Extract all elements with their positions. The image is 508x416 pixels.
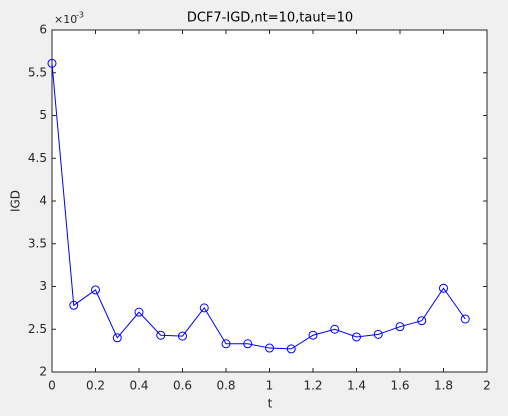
y-tick-label: 5 [39, 108, 47, 122]
data-point [112, 333, 122, 343]
data-point [91, 285, 100, 295]
y-tick-label: 2 [39, 365, 47, 379]
x-tick-label: 0.4 [129, 379, 148, 393]
x-tick-label: 1.8 [434, 379, 453, 393]
data-point [373, 329, 383, 339]
y-exponent: -3 [76, 11, 84, 20]
data-point [395, 322, 405, 332]
x-tick-label: 0.2 [86, 379, 105, 393]
data-point [286, 344, 296, 354]
data-point [352, 332, 361, 342]
data-point [265, 343, 274, 353]
data-point [460, 314, 470, 324]
data-point [243, 339, 253, 349]
plot-area [52, 30, 487, 372]
x-tick-label: 0.6 [173, 379, 192, 393]
data-point [47, 58, 57, 68]
y-multiplier: ×10 [54, 13, 77, 26]
x-tick-label: 1.2 [303, 379, 322, 393]
y-tick-label: 6 [39, 23, 47, 37]
data-point [308, 330, 318, 340]
y-tick-label: 5.5 [28, 65, 47, 79]
data-point [221, 339, 231, 349]
x-tick-label: 1 [266, 379, 274, 393]
x-axis-label: t [268, 397, 273, 411]
y-axis-label: IGD [9, 190, 23, 212]
axes-box [51, 29, 488, 373]
y-tick-label: 2.5 [28, 322, 47, 336]
data-point [330, 324, 340, 334]
x-tick-label: 1.4 [347, 379, 366, 393]
x-tick-label: 0.8 [216, 379, 235, 393]
data-point [199, 303, 209, 313]
chart-title: DCF7-IGD,nt=10,taut=10 [187, 11, 353, 26]
data-point [439, 283, 448, 293]
y-tick-label: 4 [39, 194, 47, 208]
x-tick-label: 0 [48, 379, 56, 393]
data-point [69, 300, 79, 310]
data-point [178, 331, 187, 341]
y-tick-label: 4.5 [28, 151, 47, 165]
data-point [417, 316, 427, 326]
data-point [156, 330, 166, 340]
data-point [134, 307, 144, 317]
y-tick-label: 3 [39, 279, 47, 293]
y-tick-label: 3.5 [28, 236, 47, 250]
x-tick-label: 2 [483, 379, 491, 393]
x-tick-label: 1.6 [390, 379, 409, 393]
